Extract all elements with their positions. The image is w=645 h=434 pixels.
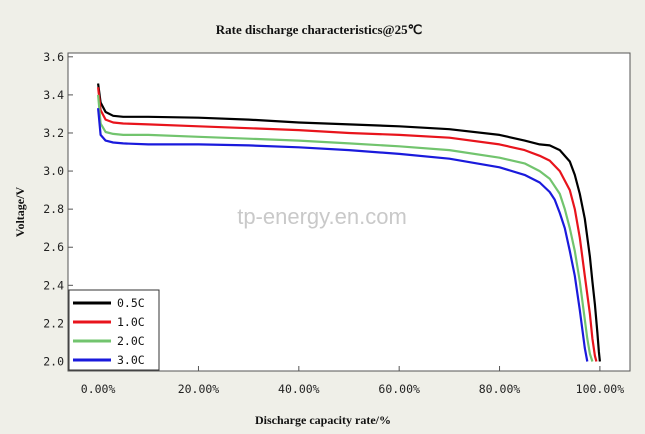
- x-tick-label: 20.00%: [178, 382, 220, 396]
- y-tick-label: 2.4: [43, 278, 64, 292]
- series-line-3-0C: [97, 108, 589, 362]
- y-tick-label: 3.0: [43, 164, 64, 178]
- y-tick-label: 3.6: [43, 50, 64, 64]
- legend-label: 0.5C: [117, 296, 145, 310]
- legend: 0.5C 1.0C 2.0C 3.0C: [68, 289, 160, 371]
- series-group: [97, 83, 601, 362]
- y-tick-label: 2.6: [43, 240, 64, 254]
- series-line-1-0C: [97, 87, 598, 362]
- series-line-2-0C: [97, 94, 594, 362]
- legend-label: 1.0C: [117, 315, 145, 329]
- chart-title: Rate discharge characteristics@25℃: [216, 22, 422, 37]
- x-axis-label: Discharge capacity rate/%: [255, 413, 391, 427]
- x-axis: 0.00% 20.00% 40.00% 60.00% 80.00% 100.00%: [81, 366, 624, 396]
- y-tick-label: 3.2: [43, 126, 64, 140]
- x-tick-label: 80.00%: [479, 382, 521, 396]
- x-tick-label: 100.00%: [576, 382, 625, 396]
- y-axis-label: Voltage/V: [13, 187, 27, 238]
- plot-area: [67, 52, 631, 372]
- legend-label: 3.0C: [117, 353, 145, 367]
- y-tick-label: 2.0: [43, 354, 64, 368]
- y-tick-label: 2.8: [43, 202, 64, 216]
- x-tick-label: 0.00%: [81, 382, 116, 396]
- x-tick-label: 40.00%: [278, 382, 320, 396]
- y-tick-label: 2.2: [43, 316, 64, 330]
- x-tick-label: 60.00%: [378, 382, 420, 396]
- legend-label: 2.0C: [117, 334, 145, 348]
- y-tick-label: 3.4: [43, 88, 64, 102]
- y-axis: 2.0 2.2 2.4 2.6 2.8 3.0 3.2 3.4 3.6: [43, 50, 73, 368]
- series-line-0-5C: [97, 83, 601, 362]
- watermark: tp-energy.en.com: [237, 204, 407, 229]
